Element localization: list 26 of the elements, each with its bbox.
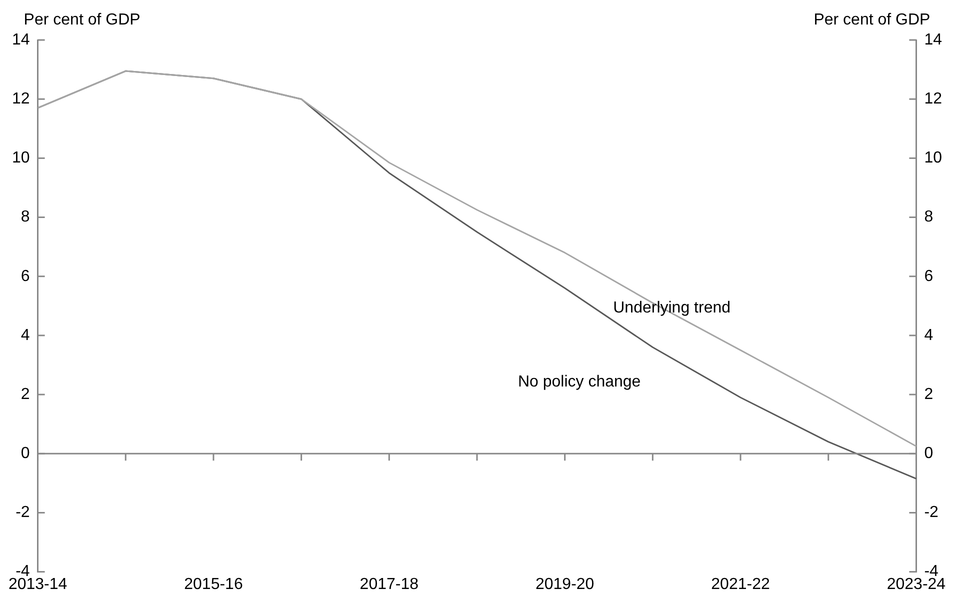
y2-tick-label: 8	[924, 208, 934, 226]
x-tick-label: 2021-22	[711, 576, 770, 593]
y2-tick-label: 10	[924, 150, 942, 167]
y2-tick-label: 12	[924, 90, 942, 108]
y2-tick-label: 4	[924, 326, 934, 344]
series-label: Underlying trend	[613, 300, 731, 317]
y2-axis-title: Per cent of GDP	[814, 11, 930, 28]
series-label: No policy change	[518, 374, 641, 391]
y-tick-label: 4	[20, 326, 30, 344]
y2-tick-label: 2	[924, 386, 934, 403]
y-tick-label: 2	[20, 386, 30, 403]
y2-tick-label: -2	[924, 504, 939, 522]
y-tick-label: 8	[20, 208, 30, 226]
y-tick-label: 6	[20, 268, 30, 285]
y-tick-label: 10	[12, 150, 30, 167]
y-tick-label: 0	[20, 445, 30, 462]
y-tick-label: 14	[12, 31, 30, 48]
x-tick-label: 2019-20	[535, 576, 594, 593]
y-axis-title: Per cent of GDP	[24, 11, 140, 28]
y2-tick-label: 0	[924, 445, 934, 462]
x-tick-label: 2015-16	[184, 576, 243, 593]
x-tick-label: 2017-18	[360, 576, 419, 593]
y-tick-label: -2	[16, 504, 30, 522]
y2-tick-label: 6	[924, 268, 934, 285]
y2-tick-label: 14	[924, 31, 942, 48]
y-tick-label: 12	[12, 90, 30, 108]
